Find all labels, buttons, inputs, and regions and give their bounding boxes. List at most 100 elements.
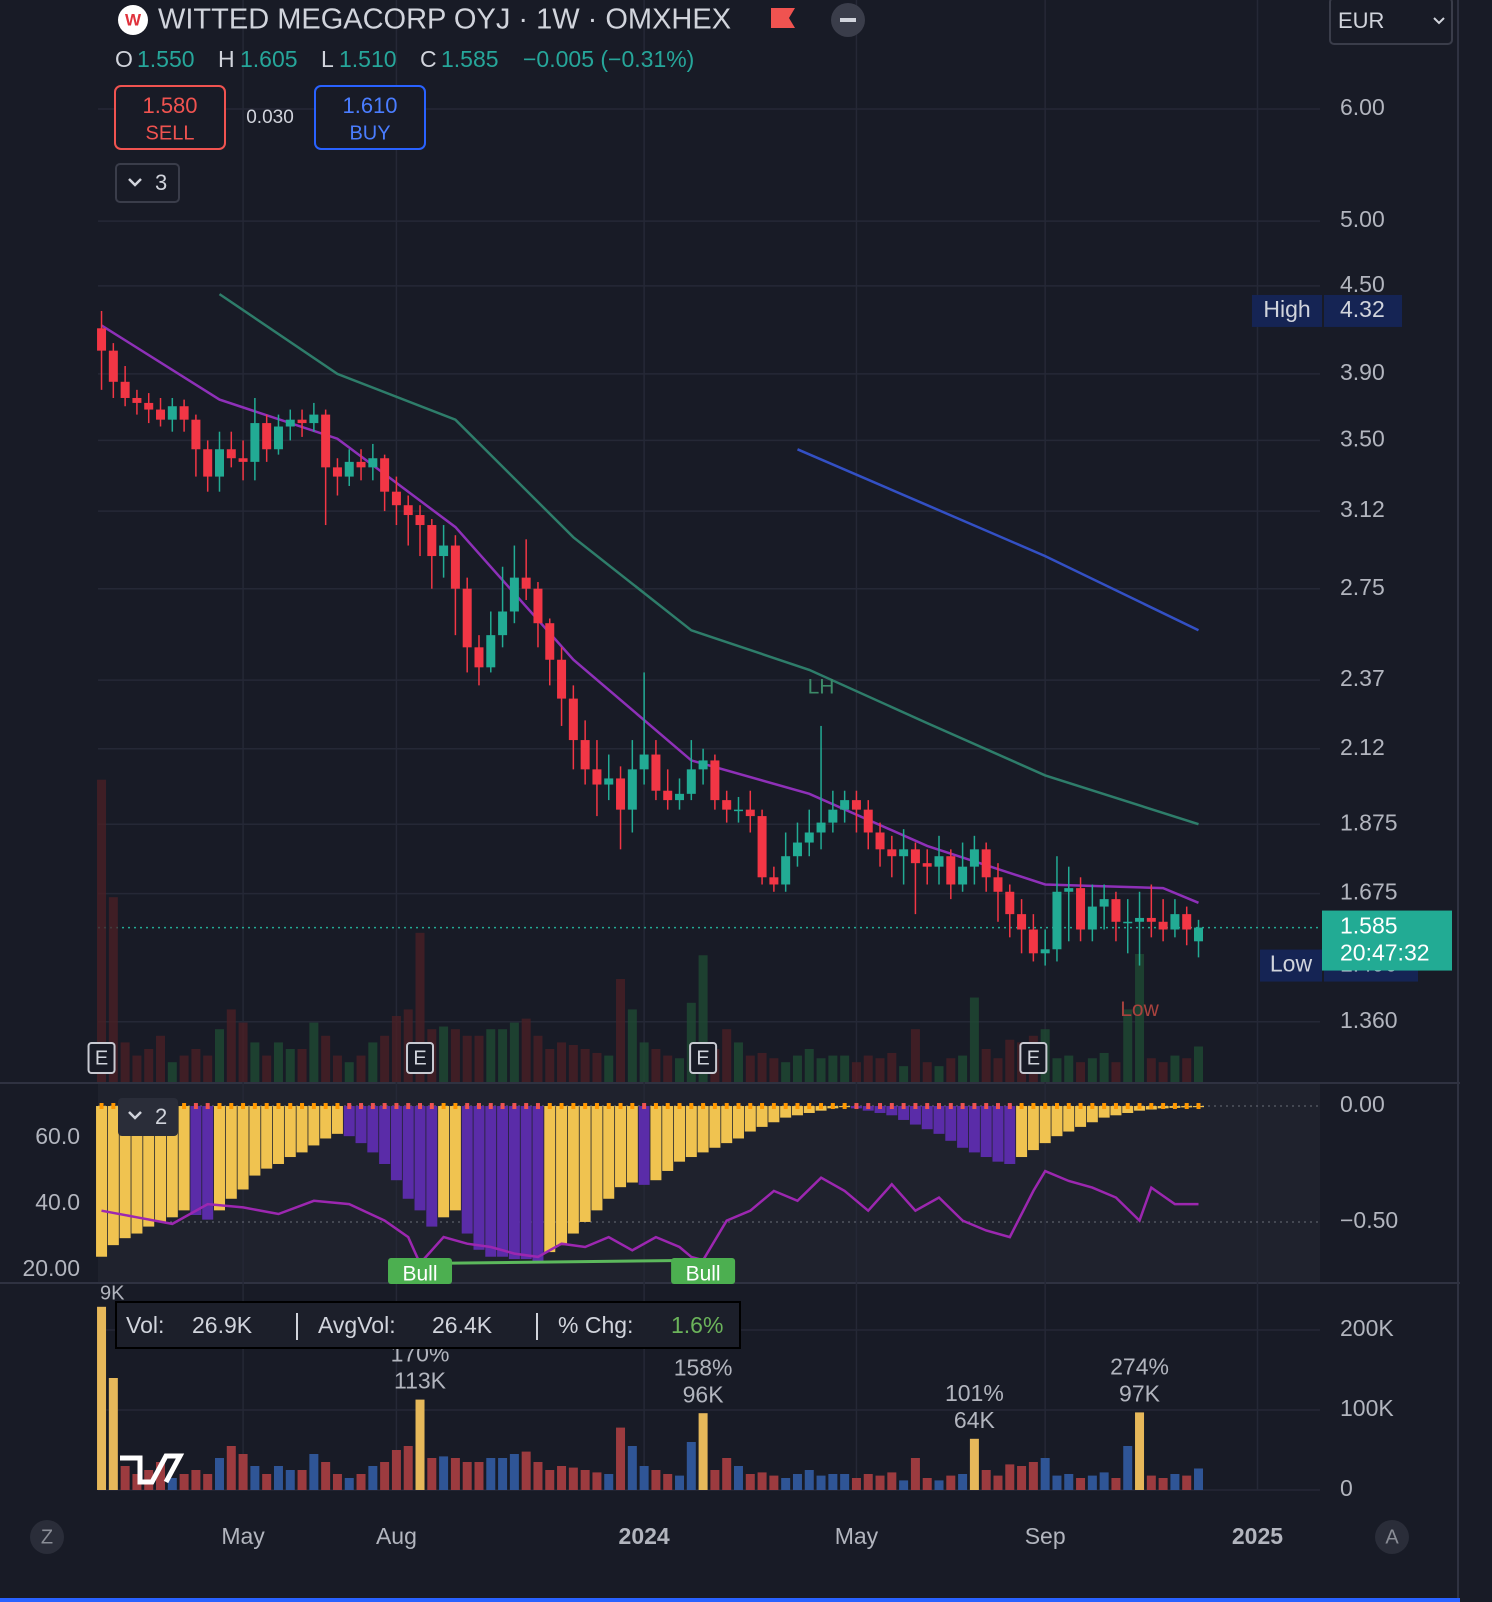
price-pane-volume — [321, 1035, 331, 1082]
histogram-bar — [225, 1106, 237, 1199]
volume-bar — [498, 1458, 508, 1490]
histogram-bar — [402, 1106, 414, 1199]
price-pane-volume — [627, 1009, 637, 1082]
earnings-marker — [406, 1042, 435, 1074]
signal-dot — [807, 1103, 812, 1110]
candle-body — [993, 877, 1003, 892]
price-pane-volume — [910, 1029, 920, 1082]
sell-button[interactable] — [114, 85, 226, 150]
signal-dot — [193, 1103, 198, 1110]
candle-body — [1099, 899, 1109, 907]
candle-body — [887, 849, 897, 857]
price-pane-volume — [273, 1042, 283, 1082]
histogram-bar — [1063, 1106, 1075, 1132]
volume-bar — [639, 1466, 649, 1490]
indicators-toggle[interactable] — [115, 163, 180, 203]
volume-bar — [993, 1475, 1003, 1490]
volume-bar — [840, 1474, 850, 1490]
volume-bar — [462, 1462, 472, 1490]
spread: 0.030 — [246, 107, 294, 128]
annotation: LH — [808, 675, 835, 698]
signal-dot — [99, 1103, 104, 1110]
ohlc-value: 1.585 — [441, 46, 499, 72]
earnings-label: E — [696, 1047, 709, 1069]
overlay: W WITTED MEGACORP OYJ · 1W · OMXHEX EUR … — [0, 0, 1460, 1602]
signal-dot — [524, 1103, 529, 1110]
candle-body — [568, 698, 578, 741]
logo — [118, 5, 148, 35]
histogram-bar — [355, 1106, 367, 1144]
price-pane-volume — [344, 1062, 354, 1082]
price-pane-volume — [792, 1055, 802, 1082]
earnings-marker — [87, 1042, 116, 1074]
signal-dot — [712, 1103, 717, 1110]
signal-dot — [642, 1103, 647, 1110]
volume-bar — [981, 1470, 991, 1490]
signal-dot — [323, 1103, 328, 1110]
pane-toggle[interactable] — [118, 1098, 178, 1136]
signal-dot — [500, 1103, 505, 1110]
candle-body — [816, 822, 826, 833]
price-pane-volume — [380, 1035, 390, 1082]
candle-body — [368, 458, 378, 468]
ohlc-value: 1.550 — [137, 46, 195, 72]
volume-bar — [781, 1478, 791, 1490]
volume-bar — [1052, 1475, 1062, 1490]
buy-label: BUY — [349, 122, 390, 144]
candle-body — [1052, 891, 1062, 950]
histogram-bar — [874, 1106, 886, 1113]
volume-bar — [698, 1413, 708, 1490]
currency-select[interactable] — [1329, 0, 1453, 45]
y-tick-label: 1.875 — [1340, 809, 1398, 835]
histogram-bar — [579, 1106, 591, 1222]
candle-body — [203, 449, 213, 477]
volume-bar — [262, 1474, 272, 1490]
volume-bar — [450, 1458, 460, 1490]
candle-body — [639, 754, 649, 770]
signal-dot — [701, 1103, 706, 1110]
signal-dot — [1196, 1103, 1201, 1110]
divergence-line — [419, 1258, 704, 1266]
histogram-bar — [662, 1106, 674, 1171]
y-tick-label: 3.12 — [1340, 496, 1385, 522]
candle-body — [179, 406, 189, 420]
price-pane-volume — [1158, 1062, 1168, 1082]
volume-bar — [97, 1306, 107, 1490]
x-tick-label: Sep — [1025, 1523, 1066, 1549]
candle-body — [910, 849, 920, 864]
signal-dot — [689, 1103, 694, 1110]
volume-bar — [226, 1446, 236, 1490]
price-pane-volume — [863, 1055, 873, 1082]
histogram-bar — [945, 1106, 957, 1141]
signal-dot — [606, 1103, 611, 1110]
y-tick-label: 60.0 — [35, 1123, 80, 1149]
high-box — [1252, 294, 1322, 327]
signal-dot — [382, 1103, 387, 1110]
histogram-bar — [1039, 1106, 1051, 1144]
zoom-button[interactable] — [30, 1520, 64, 1554]
signal-dot — [217, 1103, 222, 1110]
price-pane-volume — [651, 1049, 661, 1082]
candle-body — [1194, 927, 1204, 942]
histogram-bar — [532, 1106, 544, 1262]
auto-button[interactable] — [1375, 1520, 1409, 1554]
candle-body — [356, 461, 366, 468]
candle-body — [698, 760, 708, 770]
volume-bar — [1123, 1446, 1133, 1490]
signal-dot — [618, 1103, 623, 1110]
signal-dot — [677, 1103, 682, 1110]
candle-body — [380, 458, 390, 492]
candle-body — [297, 419, 307, 424]
x-tick-label: May — [221, 1523, 265, 1549]
volume-bar — [509, 1454, 519, 1490]
histogram-bar — [213, 1106, 225, 1211]
volume-bar — [568, 1467, 578, 1490]
bottom-bar — [0, 1598, 1460, 1602]
flag-icon[interactable] — [771, 8, 795, 28]
histogram-bar — [1004, 1106, 1016, 1164]
candle-body — [450, 545, 460, 589]
buy-price: 1.610 — [342, 93, 397, 118]
histogram-bar — [485, 1106, 497, 1257]
buy-button[interactable] — [314, 85, 426, 150]
candle-body — [156, 409, 166, 420]
